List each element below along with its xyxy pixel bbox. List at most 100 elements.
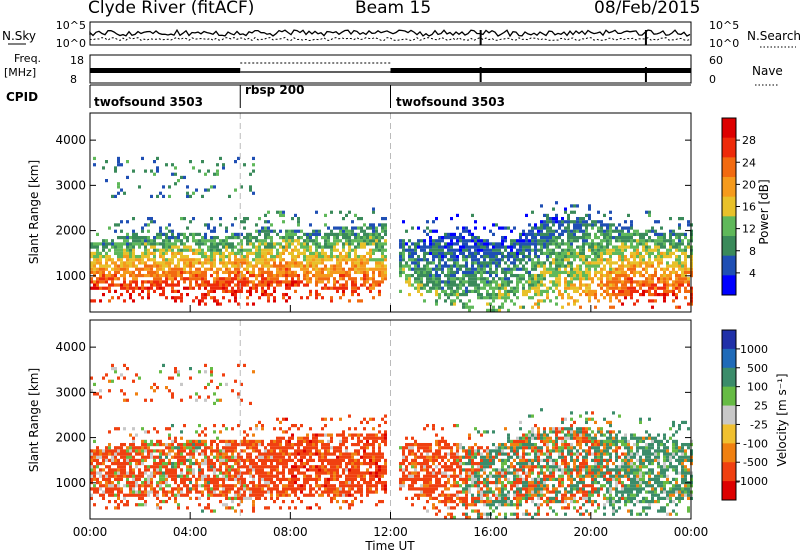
heatmap-cell (525, 235, 528, 240)
heatmap-cell (366, 433, 369, 437)
heatmap-cell (381, 280, 384, 284)
heatmap-cell (582, 283, 585, 287)
heatmap-cell (210, 267, 213, 271)
heatmap-cell (408, 283, 411, 287)
heatmap-cell (381, 245, 384, 249)
heatmap-cell (225, 474, 228, 478)
heatmap-cell (372, 223, 375, 227)
heatmap-cell (147, 468, 150, 472)
heatmap-cell (300, 245, 303, 249)
heatmap-cell (174, 474, 177, 478)
heatmap-cell (222, 254, 225, 259)
heatmap-cell (156, 270, 159, 275)
heatmap-cell (351, 232, 354, 237)
heatmap-cell (165, 163, 168, 167)
heatmap-cell (240, 286, 243, 290)
heatmap-cell (426, 289, 429, 294)
heatmap-cell (297, 446, 300, 450)
heatmap-cell (375, 261, 378, 265)
heatmap-cell (303, 455, 306, 459)
heatmap-cell (231, 484, 234, 488)
heatmap-cell (339, 264, 342, 268)
heatmap-cell (213, 480, 216, 485)
heatmap-cell (276, 277, 279, 281)
heatmap-cell (114, 455, 117, 459)
heatmap-cell (339, 261, 342, 265)
heatmap-cell (180, 480, 183, 485)
heatmap-cell (171, 286, 174, 290)
heatmap-cell (297, 442, 300, 447)
heatmap-cell (114, 499, 117, 504)
heatmap-cell (183, 216, 186, 221)
heatmap-cell (267, 442, 270, 447)
heatmap-cell (345, 270, 348, 275)
heatmap-cell (210, 373, 213, 377)
heatmap-cell (426, 267, 429, 271)
heatmap-cell (465, 239, 468, 243)
heatmap-cell (384, 223, 387, 227)
heatmap-cell (447, 232, 450, 237)
heatmap-cell (588, 242, 591, 246)
heatmap-cell (675, 264, 678, 268)
heatmap-cell (234, 251, 237, 256)
heatmap-cell (363, 261, 366, 265)
heatmap-cell (150, 258, 153, 262)
heatmap-cell (168, 458, 171, 463)
heatmap-cell (237, 468, 240, 472)
heatmap-cell (339, 258, 342, 262)
heatmap-cell (450, 286, 453, 290)
heatmap-cell (114, 245, 117, 249)
heatmap-cell (336, 270, 339, 275)
heatmap-cell (537, 305, 540, 309)
heatmap-cell (357, 439, 360, 444)
heatmap-cell (90, 493, 93, 497)
heatmap-cell (213, 477, 216, 482)
heatmap-cell (498, 277, 501, 281)
heatmap-cell (273, 299, 276, 303)
heatmap-cell (666, 267, 669, 271)
heatmap-cell (153, 239, 156, 243)
heatmap-cell (327, 286, 330, 290)
heatmap-cell (486, 289, 489, 294)
heatmap-cell (120, 251, 123, 256)
heatmap-cell (339, 433, 342, 437)
heatmap-cell (615, 292, 618, 297)
heatmap-cell (93, 242, 96, 246)
heatmap-cell (495, 267, 498, 271)
heatmap-cell (222, 471, 225, 475)
heatmap-cell (207, 248, 210, 252)
heatmap-cell (585, 242, 588, 246)
heatmap-cell (633, 267, 636, 271)
heatmap-cell (195, 392, 198, 396)
heatmap-cell (141, 267, 144, 271)
heatmap-cell (618, 254, 621, 259)
heatmap-cell (153, 280, 156, 284)
heatmap-cell (225, 484, 228, 488)
heatmap-cell (231, 261, 234, 265)
heatmap-cell (408, 248, 411, 252)
heatmap-cell (381, 251, 384, 256)
heatmap-cell (249, 401, 252, 406)
heatmap-cell (471, 289, 474, 294)
heatmap-cell (501, 242, 504, 246)
heatmap-cell (666, 239, 669, 243)
heatmap-cell (258, 420, 261, 425)
heatmap-cell (222, 163, 225, 167)
heatmap-cell (144, 439, 147, 444)
heatmap-cell (120, 499, 123, 504)
heatmap-cell (534, 242, 537, 246)
heatmap-cell (471, 239, 474, 243)
heatmap-cell (303, 439, 306, 444)
heatmap-cell (240, 382, 243, 387)
heatmap-cell (342, 232, 345, 237)
heatmap-cell (462, 251, 465, 256)
heatmap-cell (558, 264, 561, 268)
heatmap-cell (636, 261, 639, 265)
heatmap-cell (123, 376, 126, 380)
heatmap-cell (120, 188, 123, 192)
heatmap-cell (669, 270, 672, 275)
heatmap-cell (342, 458, 345, 463)
heatmap-cell (582, 245, 585, 249)
heatmap-cell (318, 493, 321, 497)
heatmap-cell (363, 235, 366, 240)
